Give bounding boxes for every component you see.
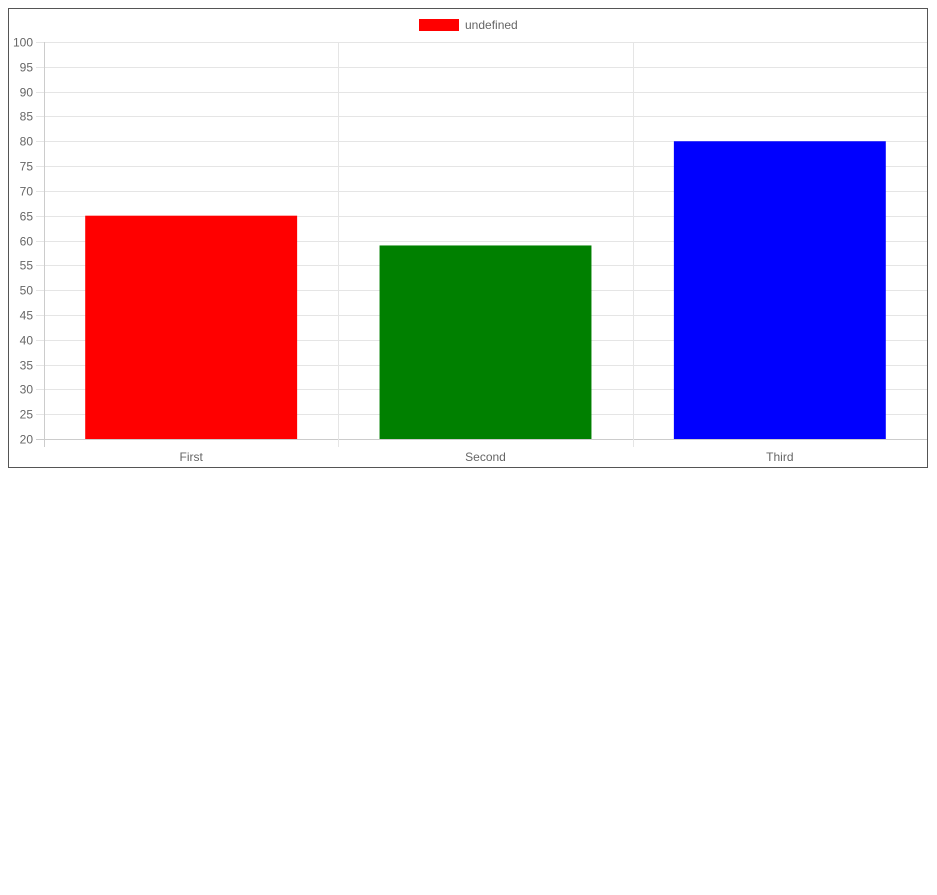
y-axis-ticks: 20 25 30 35 40 45 50 55 60 65 70 75 80 85 90 95 100	[13, 36, 33, 447]
y-tick-label: 55	[20, 259, 34, 273]
bar-first[interactable]	[85, 215, 298, 439]
bars	[85, 141, 886, 439]
y-tick-label: 40	[20, 334, 34, 348]
y-tick-label: 65	[20, 210, 34, 224]
y-tick-label: 90	[20, 86, 34, 100]
y-tick-label: 25	[20, 408, 34, 422]
y-tick-label: 70	[20, 185, 34, 199]
x-axis-ticks: First Second Third	[180, 450, 794, 464]
y-tick-label: 75	[20, 160, 34, 174]
bar-chart: 20 25 30 35 40 45 50 55 60 65 70 75 80 85 90 95 100 Firs…	[13, 18, 927, 464]
y-tick-label: 20	[20, 433, 34, 447]
y-tick-label: 95	[20, 61, 34, 75]
y-tick-label: 50	[20, 284, 34, 298]
legend[interactable]: undefined	[419, 18, 518, 32]
legend-label[interactable]: undefined	[465, 18, 518, 32]
y-tick-label: 85	[20, 110, 34, 124]
y-tick-label: 45	[20, 309, 34, 323]
bar-second[interactable]	[379, 245, 592, 439]
x-tick-label: First	[180, 450, 204, 464]
bar-third[interactable]	[673, 141, 886, 439]
y-tick-label: 30	[20, 383, 34, 397]
y-tick-label: 100	[13, 36, 33, 50]
y-tick-label: 80	[20, 135, 34, 149]
y-tick-label: 35	[20, 359, 34, 373]
x-tick-label: Third	[766, 450, 793, 464]
legend-swatch[interactable]	[419, 19, 459, 31]
y-tick-label: 60	[20, 235, 34, 249]
chart-frame: 20 25 30 35 40 45 50 55 60 65 70 75 80 85 90 95 100 Firs…	[8, 8, 928, 468]
x-tick-label: Second	[465, 450, 506, 464]
